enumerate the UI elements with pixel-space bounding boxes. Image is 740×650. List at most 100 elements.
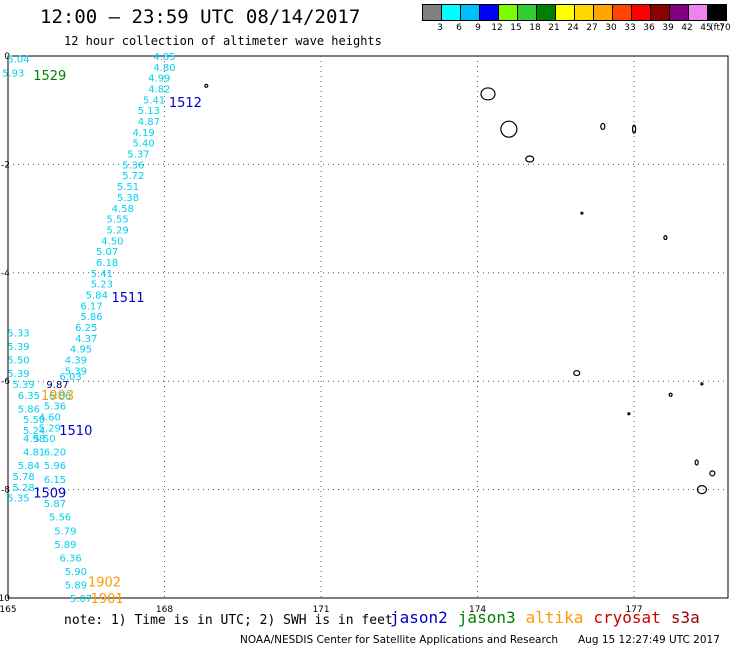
wave-height-point: 5.55 <box>106 215 128 226</box>
pass-time-label: 1903 <box>41 389 74 404</box>
wave-height-point: 4.98 <box>23 434 45 445</box>
wave-height-point: 5.87 <box>44 499 66 510</box>
wave-height-point: 5.84 <box>18 461 40 472</box>
colorbar-label: 21 <box>548 23 560 33</box>
colorbar-label: 70 <box>719 23 731 33</box>
wave-height-point: 5.86 <box>80 312 102 323</box>
wave-height-point: 6.17 <box>80 301 102 312</box>
wave-height-point: 4.99 <box>148 74 170 85</box>
wave-height-point: 5.51 <box>117 182 139 193</box>
wave-height-point: 4.58 <box>112 204 134 215</box>
wave-height-point: 4.39 <box>65 356 87 367</box>
legend-entry-jason3: jason3 <box>457 608 516 627</box>
page-title: 12:00 – 23:59 UTC 08/14/2017 <box>40 6 361 28</box>
colorbar-label: 15 <box>510 23 522 33</box>
wave-height-point: 6.86 <box>49 391 71 402</box>
island-outline <box>600 122 606 131</box>
legend-entry-jason2: jason2 <box>390 608 448 627</box>
wave-height-point: 5.13 <box>138 106 160 117</box>
wave-height-point: 5.72 <box>122 171 144 182</box>
wave-height-point: 5.39 <box>7 369 29 380</box>
wave-height-point: 5.89 <box>54 540 76 551</box>
wave-height-point: 5.07 <box>96 247 118 258</box>
x-tick-label: 168 <box>156 605 173 615</box>
plot-frame <box>7 55 729 599</box>
pass-time-label: 1510 <box>59 424 92 439</box>
wave-height-point: 5.39 <box>13 380 35 391</box>
wave-height-point: 9.87 <box>46 380 68 391</box>
wave-height-point: 5.79 <box>54 526 76 537</box>
x-tick-label: 171 <box>312 605 329 615</box>
wave-height-point: 5.41 <box>91 269 113 280</box>
wave-height-point: 5.89 <box>65 580 87 591</box>
wave-height-point: 6.18 <box>96 258 118 269</box>
satellite-legend: jason2 jason3 altika cryosat s3a <box>390 608 710 627</box>
wave-height-point: 4.95 <box>70 345 92 356</box>
y-tick-label: -6 <box>1 377 10 387</box>
island-outline <box>525 155 535 163</box>
page-subtitle: 12 hour collection of altimeter wave hei… <box>64 34 382 48</box>
colorbar-label: 3 <box>437 23 443 33</box>
y-tick-label: 0 <box>4 52 10 62</box>
wave-height-point: 4.19 <box>133 128 155 139</box>
colorbar-label: 9 <box>475 23 481 33</box>
y-tick-label: -8 <box>1 486 10 496</box>
wave-height-point: 5.86 <box>18 404 40 415</box>
y-tick-label: -4 <box>1 269 10 279</box>
wave-height-point: 5.96 <box>44 461 66 472</box>
colorbar-label: 45 <box>700 23 712 33</box>
units-note: note: 1) Time is in UTC; 2) SWH is in fe… <box>64 613 393 628</box>
timestamp-text: Aug 15 12:27:49 UTC 2017 <box>578 634 720 646</box>
wave-height-point: 5.36 <box>44 402 66 413</box>
wave-height-point: 6.25 <box>75 323 97 334</box>
wave-height-point: 5.40 <box>133 139 155 150</box>
legend-entry-s3a: s3a <box>670 608 700 627</box>
pass-time-label: 1902 <box>88 576 121 591</box>
colorbar-label: 27 <box>586 23 598 33</box>
wave-height-point: 4.85 <box>153 52 175 63</box>
wave-height-point: 5.35 <box>7 494 29 505</box>
colorbar-label: 24 <box>567 23 579 33</box>
wave-height-point: 5.37 <box>127 150 149 161</box>
wave-height-point: 5.29 <box>106 225 128 236</box>
island-outline <box>573 369 581 377</box>
island-outline <box>663 234 668 241</box>
wave-height-point: 4.87 <box>138 117 160 128</box>
wave-height-point: 5.24 <box>23 426 45 437</box>
wave-height-point: 6.03 <box>59 372 81 383</box>
colorbar-swatches <box>422 4 727 21</box>
wave-height-point: 5.50 <box>23 415 45 426</box>
wave-height-point: 6.15 <box>44 475 66 486</box>
colorbar-label: 18 <box>529 23 541 33</box>
island-outline <box>500 120 518 138</box>
wave-height-point: 6.20 <box>44 448 66 459</box>
wave-height-point: 5.23 <box>91 280 113 291</box>
wave-height-point: 5.29 <box>39 423 61 434</box>
island-outline <box>480 87 496 101</box>
pass-time-label: 1509 <box>33 486 66 501</box>
island-outline <box>631 124 637 134</box>
legend-entry-altika: altika <box>525 608 584 627</box>
wave-height-point: 5.56 <box>49 513 71 524</box>
island-outline <box>709 470 716 477</box>
island-outline <box>204 83 209 88</box>
wave-height-point: 5.93 <box>2 68 24 79</box>
wave-height-point: 5.38 <box>117 193 139 204</box>
x-tick-label: 174 <box>469 605 486 615</box>
wave-height-point: 4.81 <box>23 448 45 459</box>
colorbar: (ft) 3 6 9 12 15 18 21 24 27 30 33 36 39 42 45 70 <box>422 4 731 35</box>
wave-height-point: 4.50 <box>101 236 123 247</box>
wave-height-point: 5.28 <box>13 483 35 494</box>
island-outline <box>694 459 699 466</box>
wave-height-point: 4.82 <box>148 85 170 96</box>
colorbar-labels: (ft) 3 6 9 12 15 18 21 24 27 30 33 36 39 42 45 70 <box>422 23 731 35</box>
wave-height-point: 5.50 <box>7 356 29 367</box>
wave-height-point: 5.84 <box>86 290 108 301</box>
colorbar-label: 39 <box>662 23 674 33</box>
wave-height-point: 5.39 <box>7 342 29 353</box>
wave-height-point: 5.78 <box>13 472 35 483</box>
wave-height-point: 5.90 <box>65 567 87 578</box>
island-outline <box>580 211 584 215</box>
colorbar-label: 30 <box>605 23 617 33</box>
colorbar-unit: (ft) <box>710 23 724 33</box>
